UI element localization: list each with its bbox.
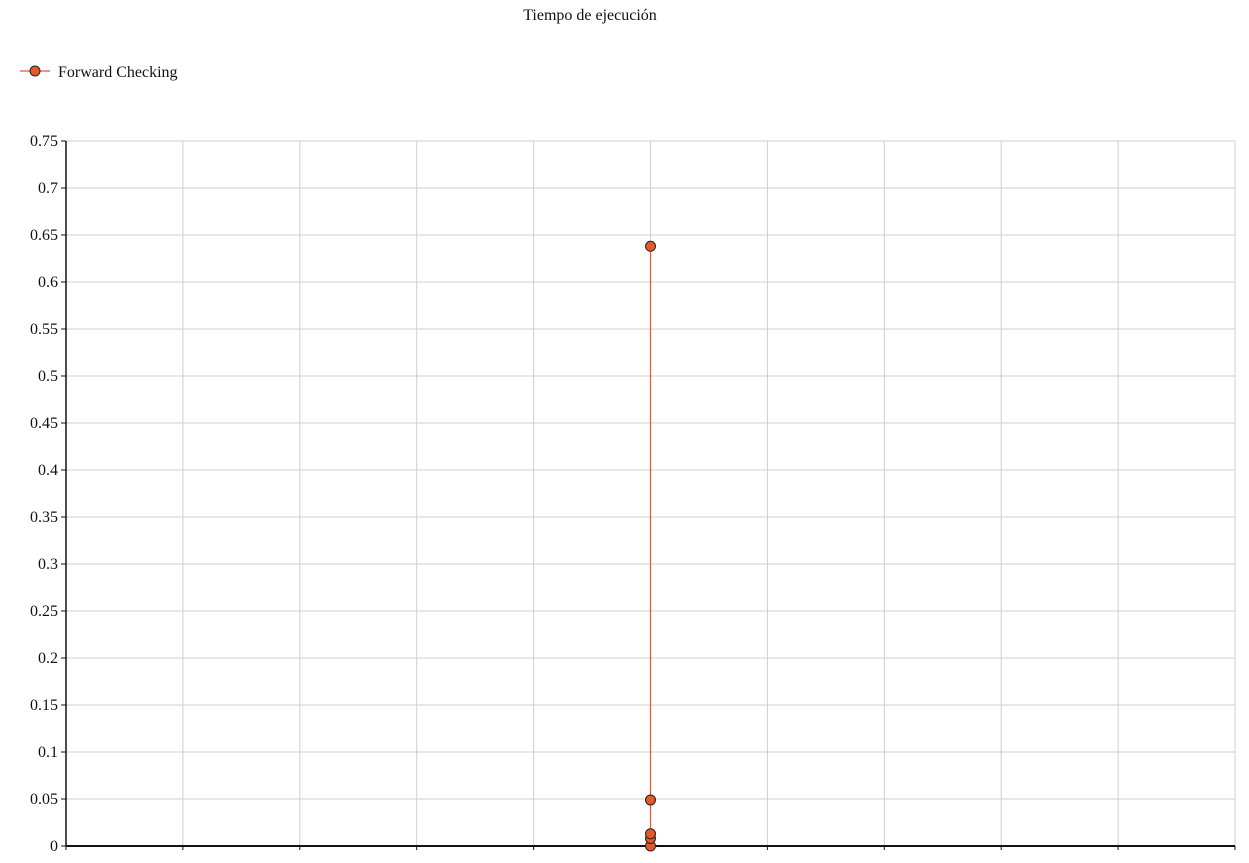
legend-label: Forward Checking — [58, 64, 178, 81]
data-point — [645, 828, 656, 840]
y-tick-label: 0.75 — [30, 133, 58, 150]
y-tick-label: 0.1 — [38, 744, 58, 761]
y-tick-label: 0.6 — [38, 274, 58, 291]
y-tick-label: 0.35 — [30, 509, 58, 526]
y-tick-label: 0.25 — [30, 603, 58, 620]
legend-marker-icon — [29, 65, 41, 77]
data-point — [645, 240, 656, 252]
y-tick-label: 0.05 — [30, 791, 58, 808]
y-tick-label: 0.7 — [38, 180, 58, 197]
y-tick-label: 0.15 — [30, 697, 58, 714]
y-tick-label: 0.2 — [38, 650, 58, 667]
y-tick-label: 0 — [50, 838, 58, 855]
y-tick-label: 0.45 — [30, 415, 58, 432]
y-tick-label: 0.5 — [38, 368, 58, 385]
y-tick-label: 0.3 — [38, 556, 58, 573]
y-tick-label: 0.4 — [38, 462, 58, 479]
y-tick-label: 0.55 — [30, 321, 58, 338]
legend: Forward Checking — [20, 64, 178, 81]
data-point — [645, 794, 656, 806]
chart-title: Tiempo de ejecución — [523, 7, 657, 24]
y-tick-label: 0.65 — [30, 227, 58, 244]
y-axis-ticks: 0 0.05 0.1 0.15 0.2 0.25 0.3 0.35 0.4 0.45 0.5 0.55… — [30, 133, 66, 855]
series-layer — [645, 240, 656, 852]
